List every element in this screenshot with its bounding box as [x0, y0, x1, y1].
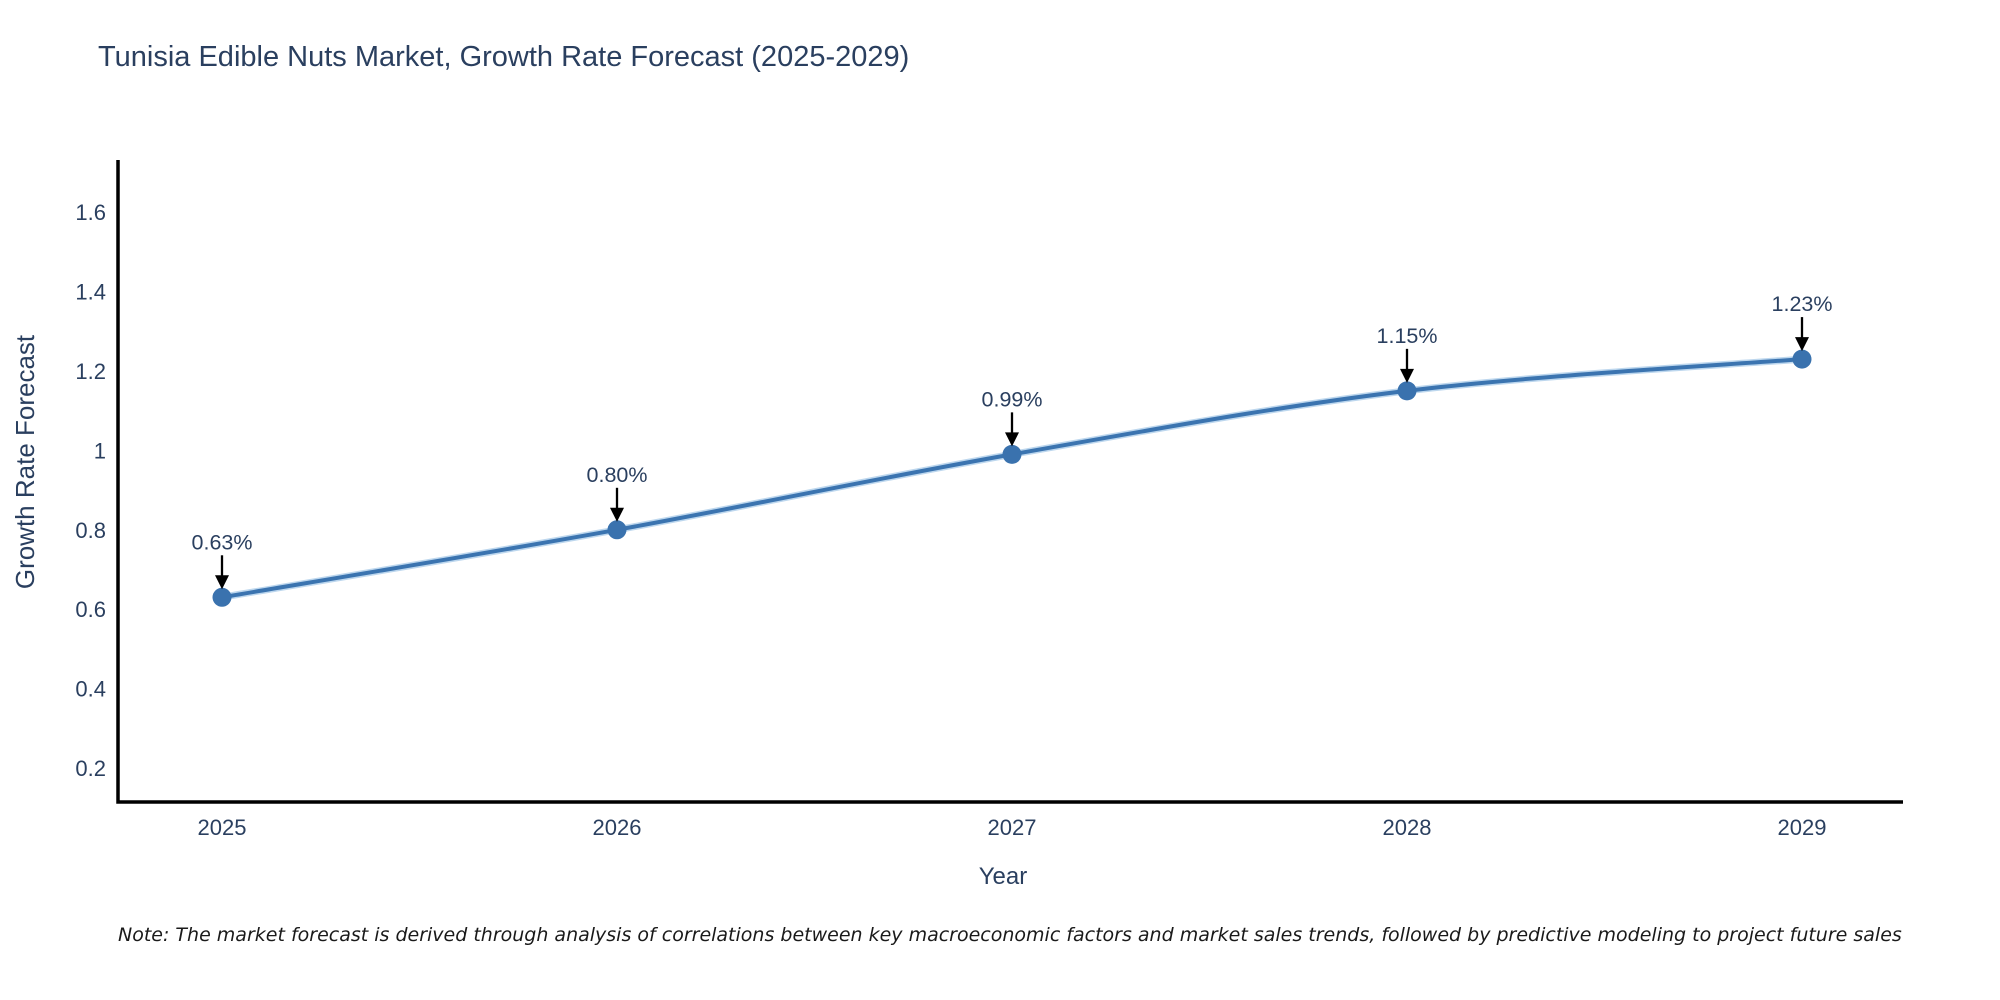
- point-value-label: 1.15%: [1377, 324, 1438, 348]
- x-tick-label: 2027: [988, 815, 1037, 840]
- annotation-arrowhead-icon: [215, 575, 229, 590]
- y-axis-label: Growth Rate Forecast: [10, 334, 40, 589]
- y-tick-label: 1: [94, 438, 106, 463]
- y-tick-label: 0.2: [75, 756, 106, 781]
- point-value-label: 0.63%: [192, 530, 253, 554]
- point-value-label: 0.80%: [587, 463, 648, 487]
- data-point-2025: [212, 587, 232, 607]
- y-tick-label: 0.6: [75, 597, 106, 622]
- y-tick-label: 1.6: [75, 200, 106, 225]
- point-value-label: 0.99%: [982, 387, 1043, 411]
- x-tick-label: 2026: [593, 815, 642, 840]
- x-tick-label: 2029: [1778, 815, 1827, 840]
- line-series: [212, 349, 1812, 607]
- y-tick-label: 1.2: [75, 359, 106, 384]
- x-axis-label: Year: [979, 863, 1028, 890]
- data-point-2026: [607, 520, 627, 540]
- data-point-2027: [1002, 444, 1022, 464]
- data-point-2028: [1397, 381, 1417, 401]
- x-tick-label: 2025: [198, 815, 247, 840]
- x-axis-ticks: 2025 2026 2027 2028 2029: [198, 815, 1827, 840]
- axis-lines: [116, 160, 1903, 804]
- annotation-arrowhead-icon: [1005, 432, 1019, 447]
- annotation-arrowhead-icon: [1400, 368, 1414, 383]
- annotation-arrowhead-icon: [610, 507, 624, 522]
- footnote: Note: The market forecast is derived thr…: [118, 924, 1902, 946]
- point-value-label: 1.23%: [1772, 292, 1833, 316]
- data-point-2029: [1792, 349, 1812, 369]
- y-tick-label: 0.4: [75, 677, 106, 702]
- y-tick-label: 1.4: [75, 280, 106, 305]
- point-annotations: 0.63% 0.80% 0.99% 1.15% 1.23%: [192, 292, 1833, 590]
- x-tick-label: 2028: [1383, 815, 1432, 840]
- chart-title: Tunisia Edible Nuts Market, Growth Rate …: [98, 41, 909, 73]
- annotation-arrowhead-icon: [1795, 337, 1809, 352]
- y-tick-label: 0.8: [75, 518, 106, 543]
- y-axis-ticks: 0.2 0.4 0.6 0.8 1 1.2 1.4 1.6: [75, 200, 106, 781]
